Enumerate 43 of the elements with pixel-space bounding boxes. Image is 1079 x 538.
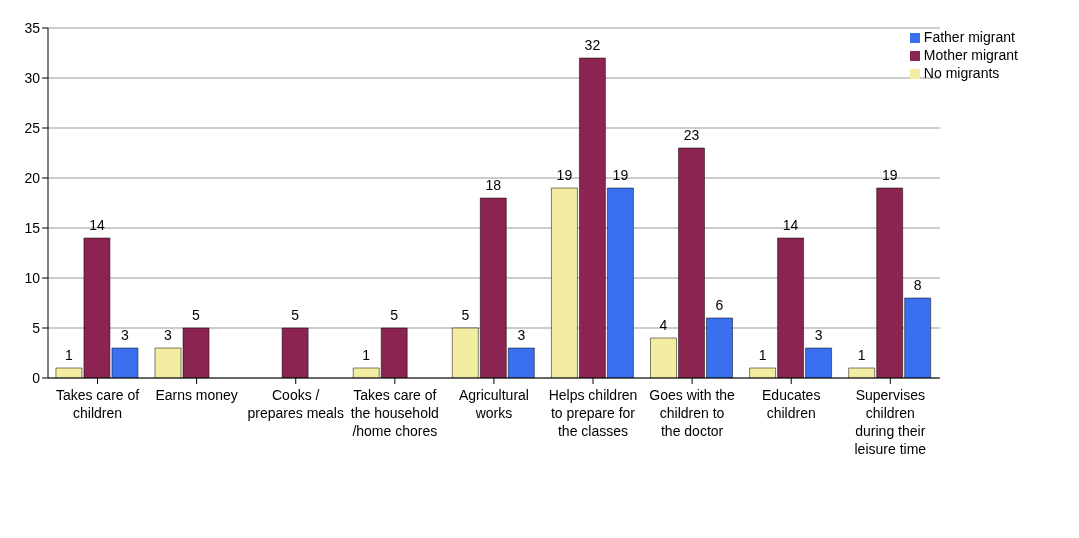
y-tick-label: 15: [24, 219, 41, 236]
data-label: 5: [390, 307, 399, 323]
x-tick-label: Takes care of the household /home chores: [350, 387, 439, 439]
y-tick-label: 10: [24, 269, 41, 286]
data-label: 23: [683, 127, 700, 143]
data-label: 5: [192, 307, 201, 323]
data-label: 3: [517, 327, 526, 343]
legend-label: No migrants: [923, 65, 1000, 81]
legend-label: Mother migrant: [923, 47, 1018, 63]
data-label: 1: [362, 347, 371, 363]
data-label: 19: [881, 167, 898, 183]
data-label: 5: [291, 307, 300, 323]
data-label: 4: [659, 317, 668, 333]
data-label: 1: [758, 347, 767, 363]
x-tick-label: Earns money: [155, 387, 238, 403]
x-tick-label: Goes with the children to the doctor: [649, 387, 736, 439]
data-label: 3: [814, 327, 823, 343]
x-tick-label: Supervises children during their leisure time: [854, 387, 927, 457]
y-tick-label: 35: [24, 19, 41, 36]
y-tick-label: 0: [32, 369, 41, 386]
x-tick-label: Helps children to prepare for the classes: [548, 387, 638, 439]
x-tick-label: Takes care of children: [55, 387, 140, 421]
legend-label: Father migrant: [923, 29, 1015, 45]
x-tick-label: Cooks / prepares meals: [247, 387, 344, 421]
data-label: 1: [65, 347, 74, 363]
y-tick-label: 30: [24, 69, 41, 86]
x-tick-label: Educates children: [762, 387, 821, 421]
data-label: 3: [121, 327, 130, 343]
y-tick-label: 20: [24, 169, 41, 186]
y-tick-label: 25: [24, 119, 41, 136]
data-label: 14: [782, 217, 799, 233]
data-label: 5: [461, 307, 470, 323]
data-label: 8: [913, 277, 922, 293]
data-label: 18: [485, 177, 502, 193]
data-label: 19: [612, 167, 629, 183]
data-label: 19: [556, 167, 573, 183]
data-label: 1: [857, 347, 866, 363]
data-label: 32: [584, 37, 601, 53]
x-tick-label: Agricultural works: [458, 387, 529, 421]
data-label: 14: [89, 217, 105, 233]
data-label: 3: [164, 327, 173, 343]
data-label: 6: [715, 297, 724, 313]
y-tick-label: 5: [32, 319, 41, 336]
